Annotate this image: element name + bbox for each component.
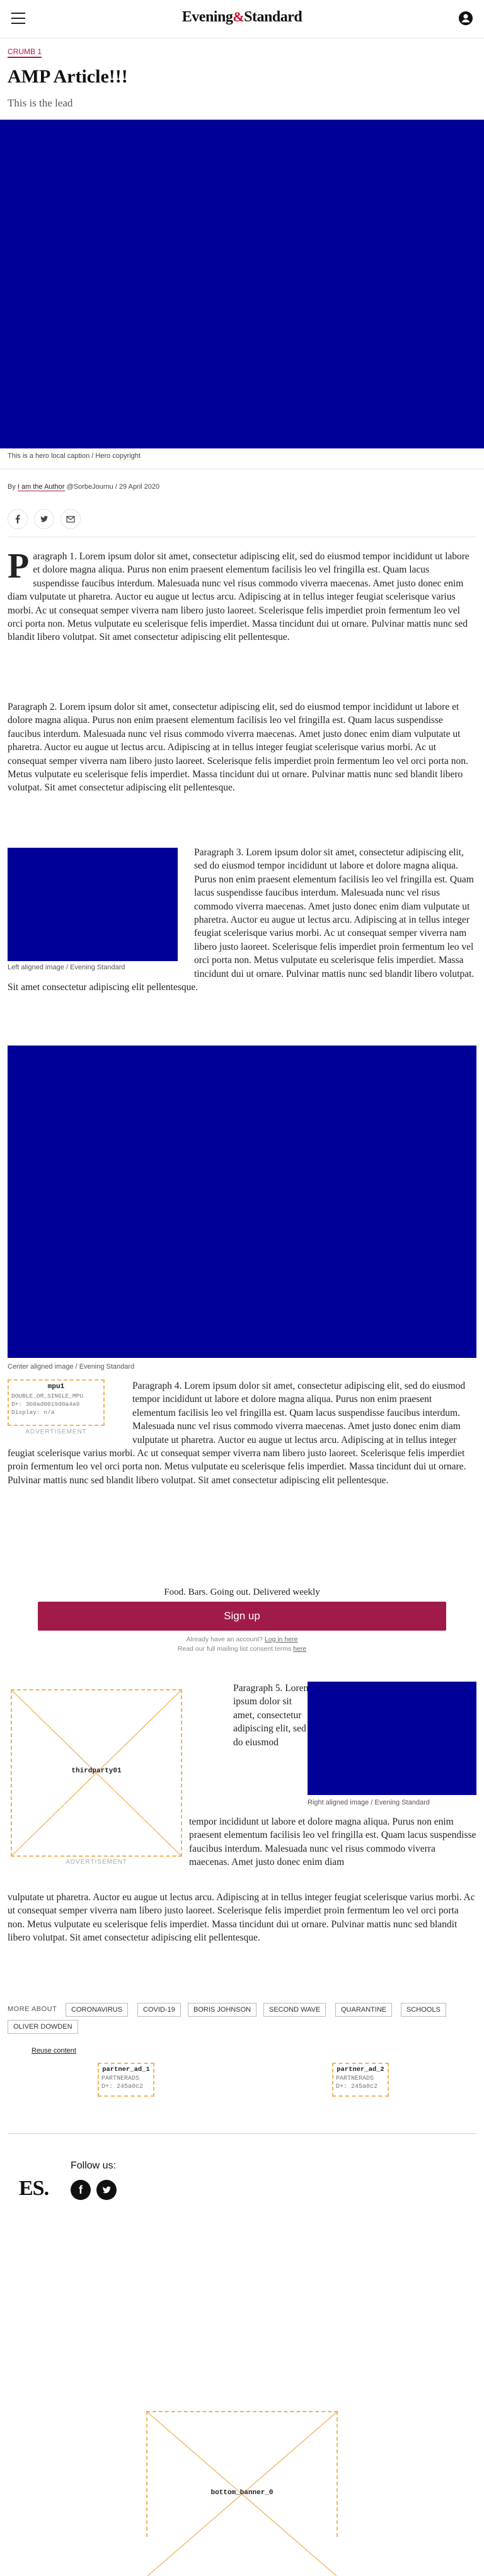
mpu-ad-slot: mpu1 DOUBLE_OR_SINGLE_MPU D+: 3b0ad0019d… [8, 1379, 127, 1441]
facebook-icon[interactable]: f [71, 2180, 91, 2200]
paragraph-5-start: Paragraph 5. Lorem ipsum dolor sit amet,… [233, 1682, 315, 1815]
paragraph-5-narrow-text: Paragraph 5. Lorem ipsum dolor sit amet,… [233, 1682, 315, 1815]
author-link[interactable]: I am the Author [17, 483, 65, 491]
mpu1-info-line: D+: 3b0ad0019d0a4a9 [11, 1401, 80, 1408]
hero-caption: This is a hero local caption / Hero copy… [8, 452, 141, 460]
consent-prefix: Read our full mailing list consent terms [177, 1645, 292, 1653]
paragraph-5-tail: vulputate ut pharetra. Auctor eu augue u… [8, 1891, 476, 1985]
byline-prefix: By [8, 483, 16, 491]
twitter-share-button[interactable] [34, 509, 54, 529]
partner-ad-2-id: D+: 245a0c2 [336, 2083, 378, 2090]
logo-right-text: Standard [244, 9, 302, 25]
paragraph-3-text: Paragraph 3. Lorem ipsum dolor sit amet,… [8, 847, 475, 993]
paragraph-1-text: aragraph 1. Lorem ipsum dolor sit amet, … [8, 551, 470, 643]
mpu1-ad[interactable]: mpu1 DOUBLE_OR_SINGLE_MPU D+: 3b0ad0019d… [8, 1379, 105, 1426]
es-logo[interactable]: ES. [19, 2177, 49, 2200]
paragraph-2: Paragraph 2. Lorem ipsum dolor sit amet,… [8, 702, 468, 794]
byline-separator: / [115, 483, 117, 491]
thirdparty-ad[interactable]: thirdparty01 [11, 1689, 182, 1857]
tag-coronavirus[interactable]: CORONAVIRUS [66, 2003, 129, 2017]
facebook-icon [15, 515, 20, 523]
left-image-figure: Left aligned image / Evening Standard [8, 846, 183, 979]
signup-button[interactable]: Sign up [38, 1602, 446, 1631]
partner-ad-2-network: PARTNERADS [336, 2075, 374, 2082]
mpu1-info-line: Display: n/a [11, 1409, 55, 1416]
advertisement-label: ADVERTISEMENT [66, 1859, 127, 1866]
paragraph-4: mpu1 DOUBLE_OR_SINGLE_MPU D+: 3b0ad0019d… [8, 1379, 476, 1537]
page-title: AMP Article!!! [8, 66, 128, 87]
facebook-share-button[interactable] [8, 509, 28, 529]
login-link[interactable]: Log in here [264, 1636, 298, 1643]
reuse-content-link[interactable]: Reuse content [32, 2047, 76, 2055]
more-about-label: MORE ABOUT [8, 2005, 57, 2013]
login-prefix: Already have an account? [186, 1636, 263, 1643]
partner-ad-1[interactable]: partner_ad_1 PARTNERADS D+: 245a0c2 [98, 2063, 154, 2097]
twitter-icon[interactable] [96, 2180, 117, 2200]
logo-left-text: Evening [182, 9, 233, 25]
right-image-caption: Right aligned image / Evening Standard [308, 1799, 430, 1806]
hamburger-icon[interactable] [11, 13, 25, 24]
logo-ampersand: & [233, 9, 245, 25]
consent-link[interactable]: here [293, 1645, 307, 1653]
right-aligned-image [308, 1682, 476, 1795]
bottom-banner-label: bottom_banner_0 [210, 2489, 274, 2497]
paragraph-5-continued-text: tempor incididunt ut labore et dolore ma… [189, 1816, 476, 1868]
twitter-icon [40, 516, 48, 522]
paragraph-3: Left aligned image / Evening Standard Pa… [8, 846, 476, 1035]
byline: By I am the Author @SorbeJournu / 29 Apr… [8, 483, 159, 491]
mpu1-info-line: DOUBLE_OR_SINGLE_MPU [11, 1393, 84, 1399]
tag-quarantine[interactable]: QUARANTINE [335, 2003, 393, 2017]
site-logo[interactable]: Evening&Standard [0, 9, 484, 26]
center-image-caption: Center aligned image / Evening Standard [8, 1363, 135, 1371]
partner-ad-1-label: partner_ad_1 [102, 2066, 150, 2073]
partner-ad-2[interactable]: partner_ad_2 PARTNERADS D+: 245a0c2 [332, 2063, 389, 2097]
email-icon [66, 516, 75, 523]
partner-ad-1-network: PARTNERADS [101, 2075, 140, 2082]
left-image-caption: Left aligned image / Evening Standard [8, 964, 125, 971]
follow-us-label: Follow us: [71, 2160, 117, 2171]
tag-second-wave[interactable]: SECOND WAVE [263, 2003, 326, 2017]
paragraph-5-text: Paragraph 5. Lorem ipsum dolor sit amet,… [233, 1683, 311, 1748]
breadcrumb[interactable]: CRUMB 1 [8, 47, 42, 58]
tag-covid-19[interactable]: COVID-19 [137, 2003, 181, 2017]
drop-cap: P [8, 547, 30, 586]
hero-image [0, 120, 484, 448]
tag-boris-johnson[interactable]: BORIS JOHNSON [188, 2003, 257, 2017]
advertisement-label: ADVERTISEMENT [25, 1428, 87, 1435]
twitter-bird-icon [102, 2186, 111, 2194]
newsletter-title: Food. Bars. Going out. Delivered weekly [164, 1587, 320, 1597]
consent-note: Read our full mailing list consent terms… [0, 1645, 484, 1653]
left-aligned-image [8, 848, 178, 961]
partner-ad-2-label: partner_ad_2 [337, 2066, 384, 2073]
account-icon[interactable] [459, 11, 473, 25]
login-note: Already have an account? Log in here [0, 1636, 484, 1643]
email-share-button[interactable] [60, 509, 81, 529]
paragraph-4-text: Paragraph 4. Lorem ipsum dolor sit amet,… [8, 1381, 466, 1486]
tag-schools[interactable]: SCHOOLS [401, 2003, 446, 2017]
paragraph-5-continued: tempor incididunt ut labore et dolore ma… [189, 1815, 476, 1884]
mpu1-label: mpu1 [47, 1383, 65, 1391]
bottom-banner-ad[interactable]: bottom_banner_0 [146, 2411, 338, 2576]
ad-placeholder-cross [12, 1690, 181, 1855]
publish-date: 29 April 2020 [118, 483, 160, 491]
mpu1-info: DOUBLE_OR_SINGLE_MPU D+: 3b0ad0019d0a4a9… [11, 1392, 83, 1416]
author-handle[interactable]: @SorbeJournu [66, 483, 113, 491]
thirdparty-label: thirdparty01 [71, 1767, 122, 1775]
site-header: Evening&Standard [0, 0, 484, 38]
partner-ad-1-id: D+: 245a0c2 [101, 2083, 144, 2090]
tag-oliver-dowden[interactable]: OLIVER DOWDEN [8, 2020, 78, 2034]
center-aligned-image [8, 1046, 476, 1358]
footer-divider [8, 2133, 476, 2134]
paragraph-5-tail-text: vulputate ut pharetra. Auctor eu augue u… [8, 1892, 475, 1944]
article-lead: This is the lead [8, 97, 73, 109]
